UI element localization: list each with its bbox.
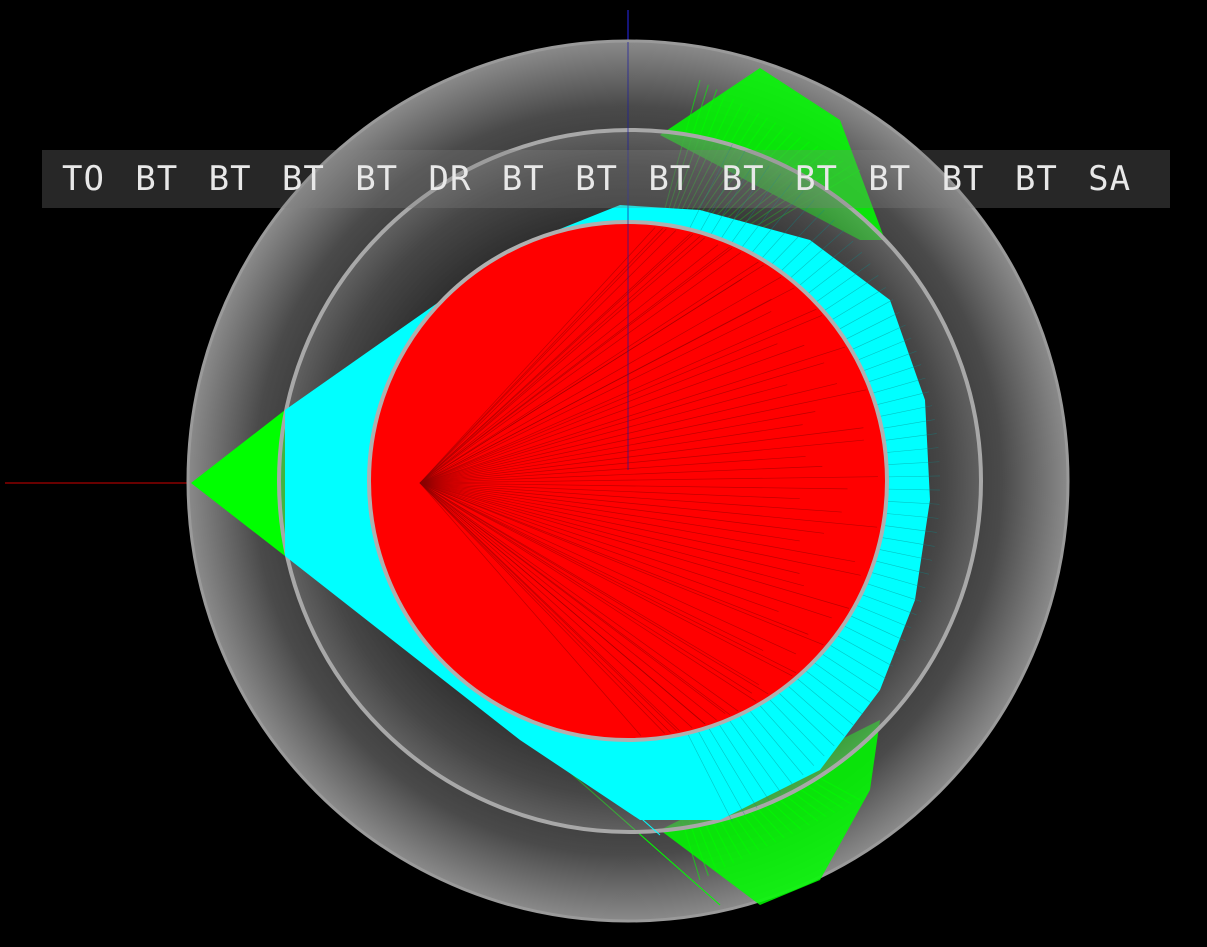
photon-ray [419,482,825,534]
photon-ray [419,482,757,702]
history-step-label: BT [868,159,912,199]
photon-ray [419,482,797,674]
photon-ray [419,482,848,490]
photon-ray [419,482,842,513]
photon-ray [419,482,706,725]
photon-ray [419,482,678,732]
history-step-label: BT [281,159,325,199]
photon-ray [419,482,760,686]
photon-ray [419,308,817,484]
photon-ray [419,482,861,576]
photon-ray [419,482,739,712]
history-step-label: BT [794,159,838,199]
red-photon-paths [419,227,878,736]
photon-ray [419,482,805,587]
photon-ray [419,236,701,484]
photon-ray [419,482,731,716]
history-step-label: BT [941,159,985,199]
photon-ray [419,482,753,694]
photon-ray [419,252,742,484]
photon-ray [419,482,717,721]
photon-ray [419,228,663,484]
history-step-label: BT [575,159,619,199]
photon-ray [419,247,733,484]
photon-ray [419,482,642,736]
photon-ray [419,482,800,542]
photon-ray [419,482,793,677]
history-step-label: BT [355,159,399,199]
photon-ray [419,482,809,635]
photon-ray [419,311,772,484]
photon-ray [419,482,878,528]
photon-ray [419,244,719,484]
photon-ray [419,234,694,484]
photon-ray [419,482,800,500]
photon-ray [419,389,867,484]
photon-ray [419,482,693,729]
history-step-label: BT [135,159,179,199]
photon-ray [419,230,677,484]
photon-ray [419,298,772,484]
photon-ray [419,482,764,651]
photon-ray [419,315,823,484]
photon-ray [419,237,705,484]
photon-ray [419,476,878,484]
photon-ray [419,346,846,484]
photon-ray [419,246,730,484]
photon-ray [419,466,823,484]
photon-ray [419,228,667,484]
photon-ray [419,424,803,484]
history-step-label: SA [1088,159,1132,199]
photon-ray [419,411,816,484]
photon-ray [419,482,832,619]
photon-ray [419,344,805,484]
photon-ray [419,261,759,484]
photon-ray [419,482,671,733]
history-step-label: BT [721,159,765,199]
history-step-label: BT [208,159,252,199]
green-cone-fill [191,410,285,556]
photon-ray [419,278,743,484]
photon-ray [419,276,782,484]
photon-ray [419,362,825,484]
photon-ray [419,482,824,646]
photon-ray [419,482,849,609]
history-step-label: BT [648,159,692,199]
photon-ray [419,384,788,484]
photon-ray [419,233,691,484]
photon-ray [419,482,680,731]
history-step-label: BT [1014,159,1058,199]
photon-ray [419,427,864,484]
photon-ray [419,482,800,574]
history-step-label: TO [62,159,105,199]
photon-ray [419,482,769,695]
history-step-label: BT [501,159,545,199]
photon-ray [419,227,656,484]
photon-ray [419,439,864,484]
photon-ray [419,482,665,734]
photon-ray [419,456,806,484]
history-step-label: DR [428,159,472,199]
photon-ray [419,482,797,655]
photon-ray [419,482,779,612]
photon-ray [419,482,856,563]
photon-history-bar: TO BT BT BT BT DR BT BT BT BT BT BT BT BT SA [42,150,1170,208]
photon-ray [419,343,778,484]
